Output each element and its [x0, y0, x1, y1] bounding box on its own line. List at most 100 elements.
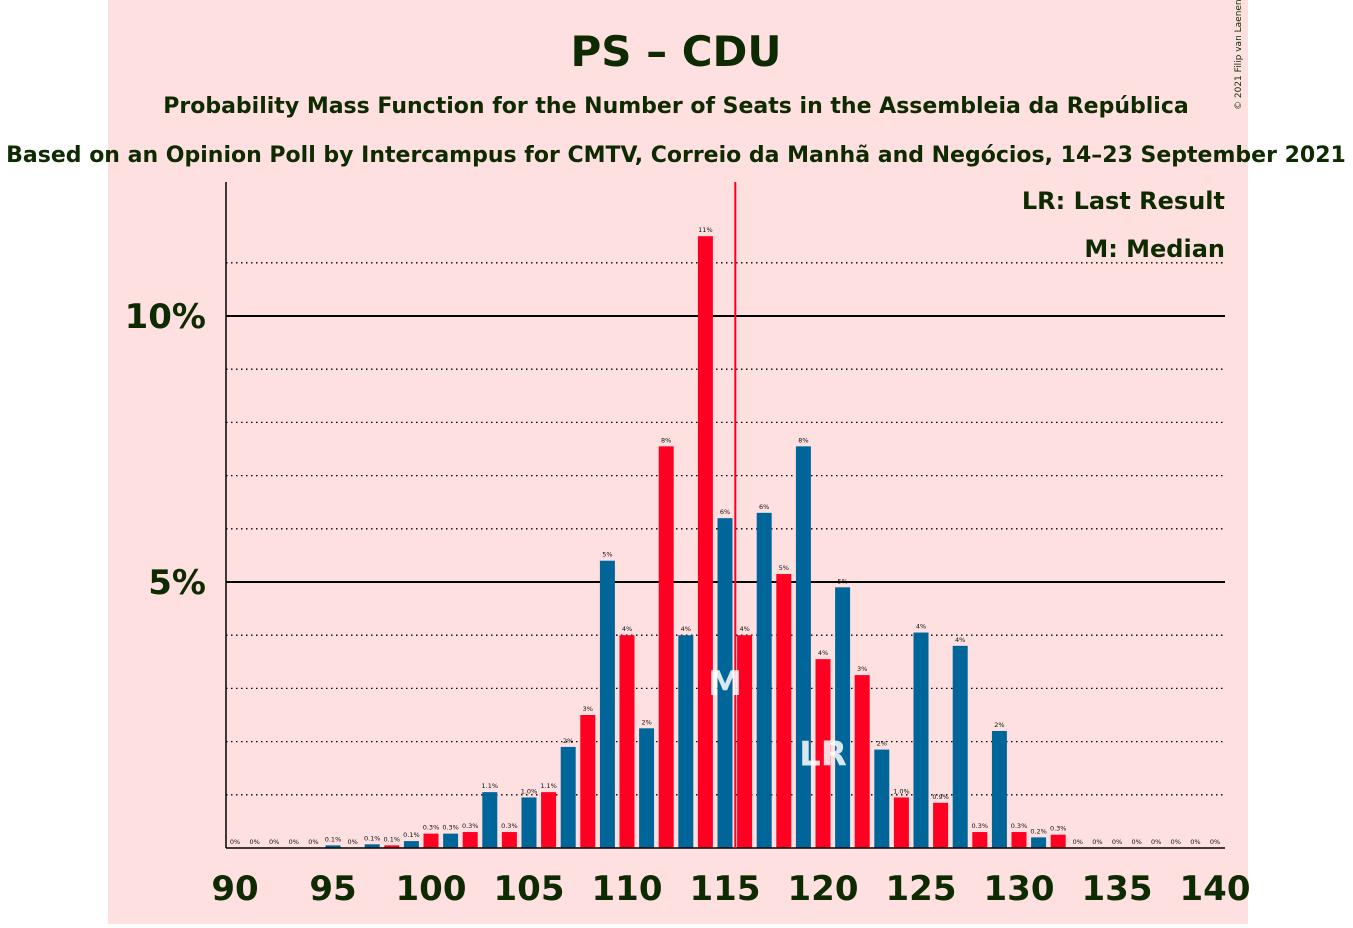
bar-seat-108: [580, 715, 596, 848]
bar-seat-107: [560, 746, 576, 848]
bar-seat-102: [462, 832, 478, 848]
data-label-seat-116: 4%: [739, 625, 749, 633]
data-label-seat-118: 5%: [779, 564, 789, 572]
bar-seat-125: [913, 632, 929, 848]
x-tick-label: 130: [984, 869, 1055, 909]
data-label-seat-123: 2%: [877, 740, 887, 748]
data-label-seat-114: 11%: [698, 226, 712, 234]
data-label-seat-139: 0%: [1190, 838, 1200, 846]
legend-last-result: LR: Last Result: [1022, 187, 1225, 215]
bar-seat-120: [815, 659, 831, 848]
data-label-seat-105: 1.0%: [521, 787, 538, 795]
data-label-seat-125: 4%: [916, 623, 926, 631]
data-label-seat-102: 0.3%: [462, 822, 479, 830]
last-result-marker: LR: [799, 735, 847, 775]
data-label-seat-95: 0.1%: [325, 835, 342, 843]
bar-seat-132: [1050, 834, 1066, 848]
data-label-seat-127: 4%: [955, 636, 965, 644]
data-label-seat-126: 0.9%: [932, 793, 949, 801]
bars: [325, 236, 1066, 848]
x-tick-label: 120: [788, 869, 859, 909]
bar-seat-118: [776, 574, 792, 848]
data-label-seat-119: 8%: [798, 436, 808, 444]
bar-seat-112: [658, 446, 674, 848]
data-label-seat-140: 0%: [1210, 838, 1220, 846]
data-label-seat-92: 0%: [269, 838, 279, 846]
data-label-seat-132: 0.3%: [1050, 825, 1067, 833]
data-label-seat-128: 0.3%: [972, 822, 989, 830]
bar-seat-104: [501, 832, 517, 848]
bar-seat-128: [972, 832, 988, 848]
chart-background: [108, 0, 1248, 924]
data-label-seat-101: 0.3%: [442, 824, 459, 832]
bar-seat-95: [325, 845, 341, 848]
bar-seat-109: [599, 560, 615, 848]
data-label-seat-109: 5%: [602, 551, 612, 559]
data-label-seat-110: 4%: [622, 625, 632, 633]
data-label-seat-130: 0.3%: [1011, 822, 1028, 830]
x-tick-label: 115: [690, 869, 761, 909]
bar-seat-105: [521, 797, 537, 848]
axes: 90 95 100 105 110 115 120 125 130 135 140 5% 10%: [125, 182, 1250, 909]
x-tick-label: 90: [211, 869, 258, 909]
chart-subtitle: Probability Mass Function for the Number…: [163, 94, 1188, 119]
bar-seat-122: [854, 675, 870, 848]
data-label-seat-117: 6%: [759, 503, 769, 511]
bar-seat-117: [756, 512, 772, 848]
median-marker: M: [708, 664, 742, 704]
bar-seat-114: [697, 236, 713, 848]
data-label-seat-113: 4%: [681, 625, 691, 633]
data-label-seat-96: 0%: [347, 838, 357, 846]
data-label-seat-103: 1.1%: [482, 782, 499, 790]
data-label-seat-107: 2%: [563, 737, 573, 745]
data-label-seat-120: 4%: [818, 649, 828, 657]
x-tick-label: 105: [494, 869, 565, 909]
data-label-seat-135: 0%: [1112, 838, 1122, 846]
markers: M LR: [708, 182, 847, 848]
data-label-seat-136: 0%: [1131, 838, 1141, 846]
bar-seat-111: [639, 728, 655, 848]
y-tick-label: 10%: [125, 297, 206, 337]
data-label-seat-131: 0.2%: [1030, 827, 1047, 835]
gridlines: [226, 262, 1225, 796]
x-tick-label: 125: [886, 869, 957, 909]
y-tick-label: 5%: [148, 563, 206, 603]
data-label-seat-104: 0.3%: [501, 822, 518, 830]
chart-title: PS – CDU: [570, 27, 781, 76]
data-label-seat-90: 0%: [230, 838, 240, 846]
bar-seat-106: [541, 792, 557, 848]
data-label-seat-111: 2%: [641, 718, 651, 726]
bar-seat-129: [991, 730, 1007, 848]
data-label-seat-134: 0%: [1092, 838, 1102, 846]
data-label-seat-115: 6%: [720, 508, 730, 516]
data-label-seat-124: 1.0%: [893, 787, 910, 795]
data-label-seat-91: 0%: [249, 838, 259, 846]
bar-seat-100: [423, 833, 439, 848]
legend-median: M: Median: [1084, 235, 1225, 263]
bar-seat-110: [619, 635, 635, 848]
bar-seat-127: [952, 645, 968, 848]
bar-seat-103: [482, 792, 498, 848]
bar-seat-113: [678, 635, 694, 848]
bar-seat-124: [893, 797, 909, 848]
bar-seat-123: [874, 749, 890, 848]
chart-subtitle-source: Based on an Opinion Poll by Intercampus …: [6, 143, 1346, 168]
x-tick-label: 95: [309, 869, 356, 909]
data-label-seat-133: 0%: [1073, 838, 1083, 846]
data-label-seat-100: 0.3%: [423, 824, 440, 832]
data-label-seat-121: 5%: [837, 577, 847, 585]
data-label-seat-112: 8%: [661, 436, 671, 444]
data-label-seat-129: 2%: [994, 721, 1004, 729]
data-label-seat-138: 0%: [1171, 838, 1181, 846]
data-labels: 0% 0% 0% 0% 0% 0.1% 0% 0.1% 0.1%0.1%0.3% 0.3% 0.3%…: [230, 226, 1220, 846]
bar-seat-97: [364, 844, 380, 848]
data-label-seat-99: 0.1%: [403, 831, 420, 839]
data-label-seat-98: 0.1%: [384, 835, 401, 843]
bar-seat-98: [384, 845, 400, 848]
data-label-seat-122: 3%: [857, 665, 867, 673]
bar-seat-119: [795, 446, 811, 848]
bar-seat-99: [403, 841, 419, 848]
data-label-seat-106: 1.1%: [540, 782, 557, 790]
data-label-seat-94: 0%: [308, 838, 318, 846]
